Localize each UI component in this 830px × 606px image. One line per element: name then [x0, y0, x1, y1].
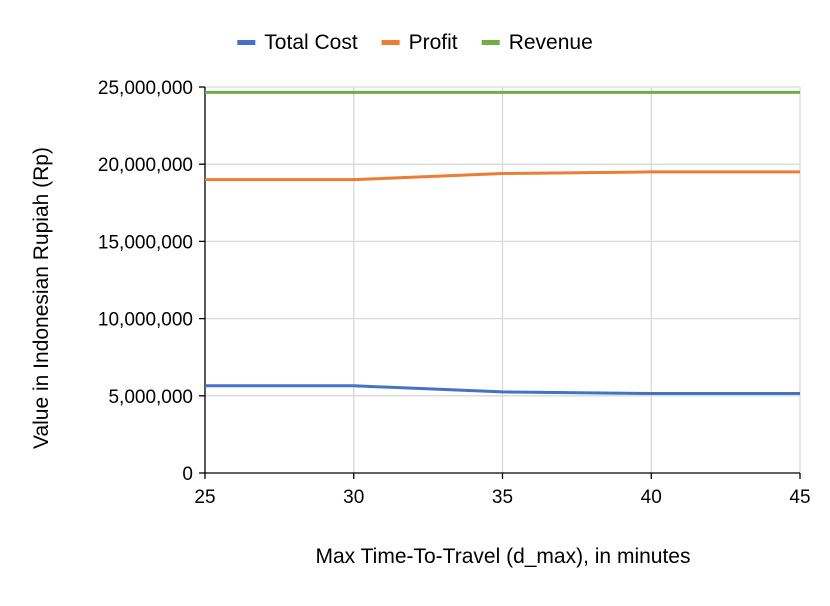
y-tick-label: 5,000,000: [108, 387, 193, 408]
x-tick-label: 25: [194, 487, 215, 508]
y-tick-label: 20,000,000: [98, 155, 193, 176]
legend-swatch: [237, 40, 256, 45]
y-tick-label: 10,000,000: [98, 310, 193, 331]
legend-label: Revenue: [509, 31, 593, 54]
legend: Total Cost Profit Revenue: [237, 31, 593, 54]
y-axis-title: Value in Indonesian Rupiah (Rp): [30, 147, 53, 449]
x-tick-label: 45: [789, 487, 810, 508]
y-tick-label: 25,000,000: [98, 78, 193, 99]
legend-item-total-cost: Total Cost: [237, 31, 358, 54]
legend-item-profit: Profit: [381, 31, 458, 54]
x-axis-title: Max Time-To-Travel (d_max), in minutes: [316, 545, 691, 568]
legend-swatch: [381, 40, 400, 45]
x-tick-label: 35: [492, 487, 513, 508]
legend-swatch: [481, 40, 500, 45]
y-tick-label: 15,000,000: [98, 232, 193, 253]
y-tick-label: 0: [182, 464, 193, 485]
axes: 0 5,000,000 10,000,000 15,000,000 20,000,000…: [98, 78, 811, 508]
series-lines: [205, 90, 800, 395]
gridlines: [205, 86, 801, 473]
legend-label: Profit: [409, 31, 458, 54]
legend-label: Total Cost: [264, 31, 358, 54]
series-line-profit: [205, 170, 800, 182]
legend-item-revenue: Revenue: [481, 31, 593, 54]
x-tick-label: 30: [343, 487, 364, 508]
x-tick-label: 40: [641, 487, 662, 508]
series-line-total-cost: [205, 384, 800, 395]
